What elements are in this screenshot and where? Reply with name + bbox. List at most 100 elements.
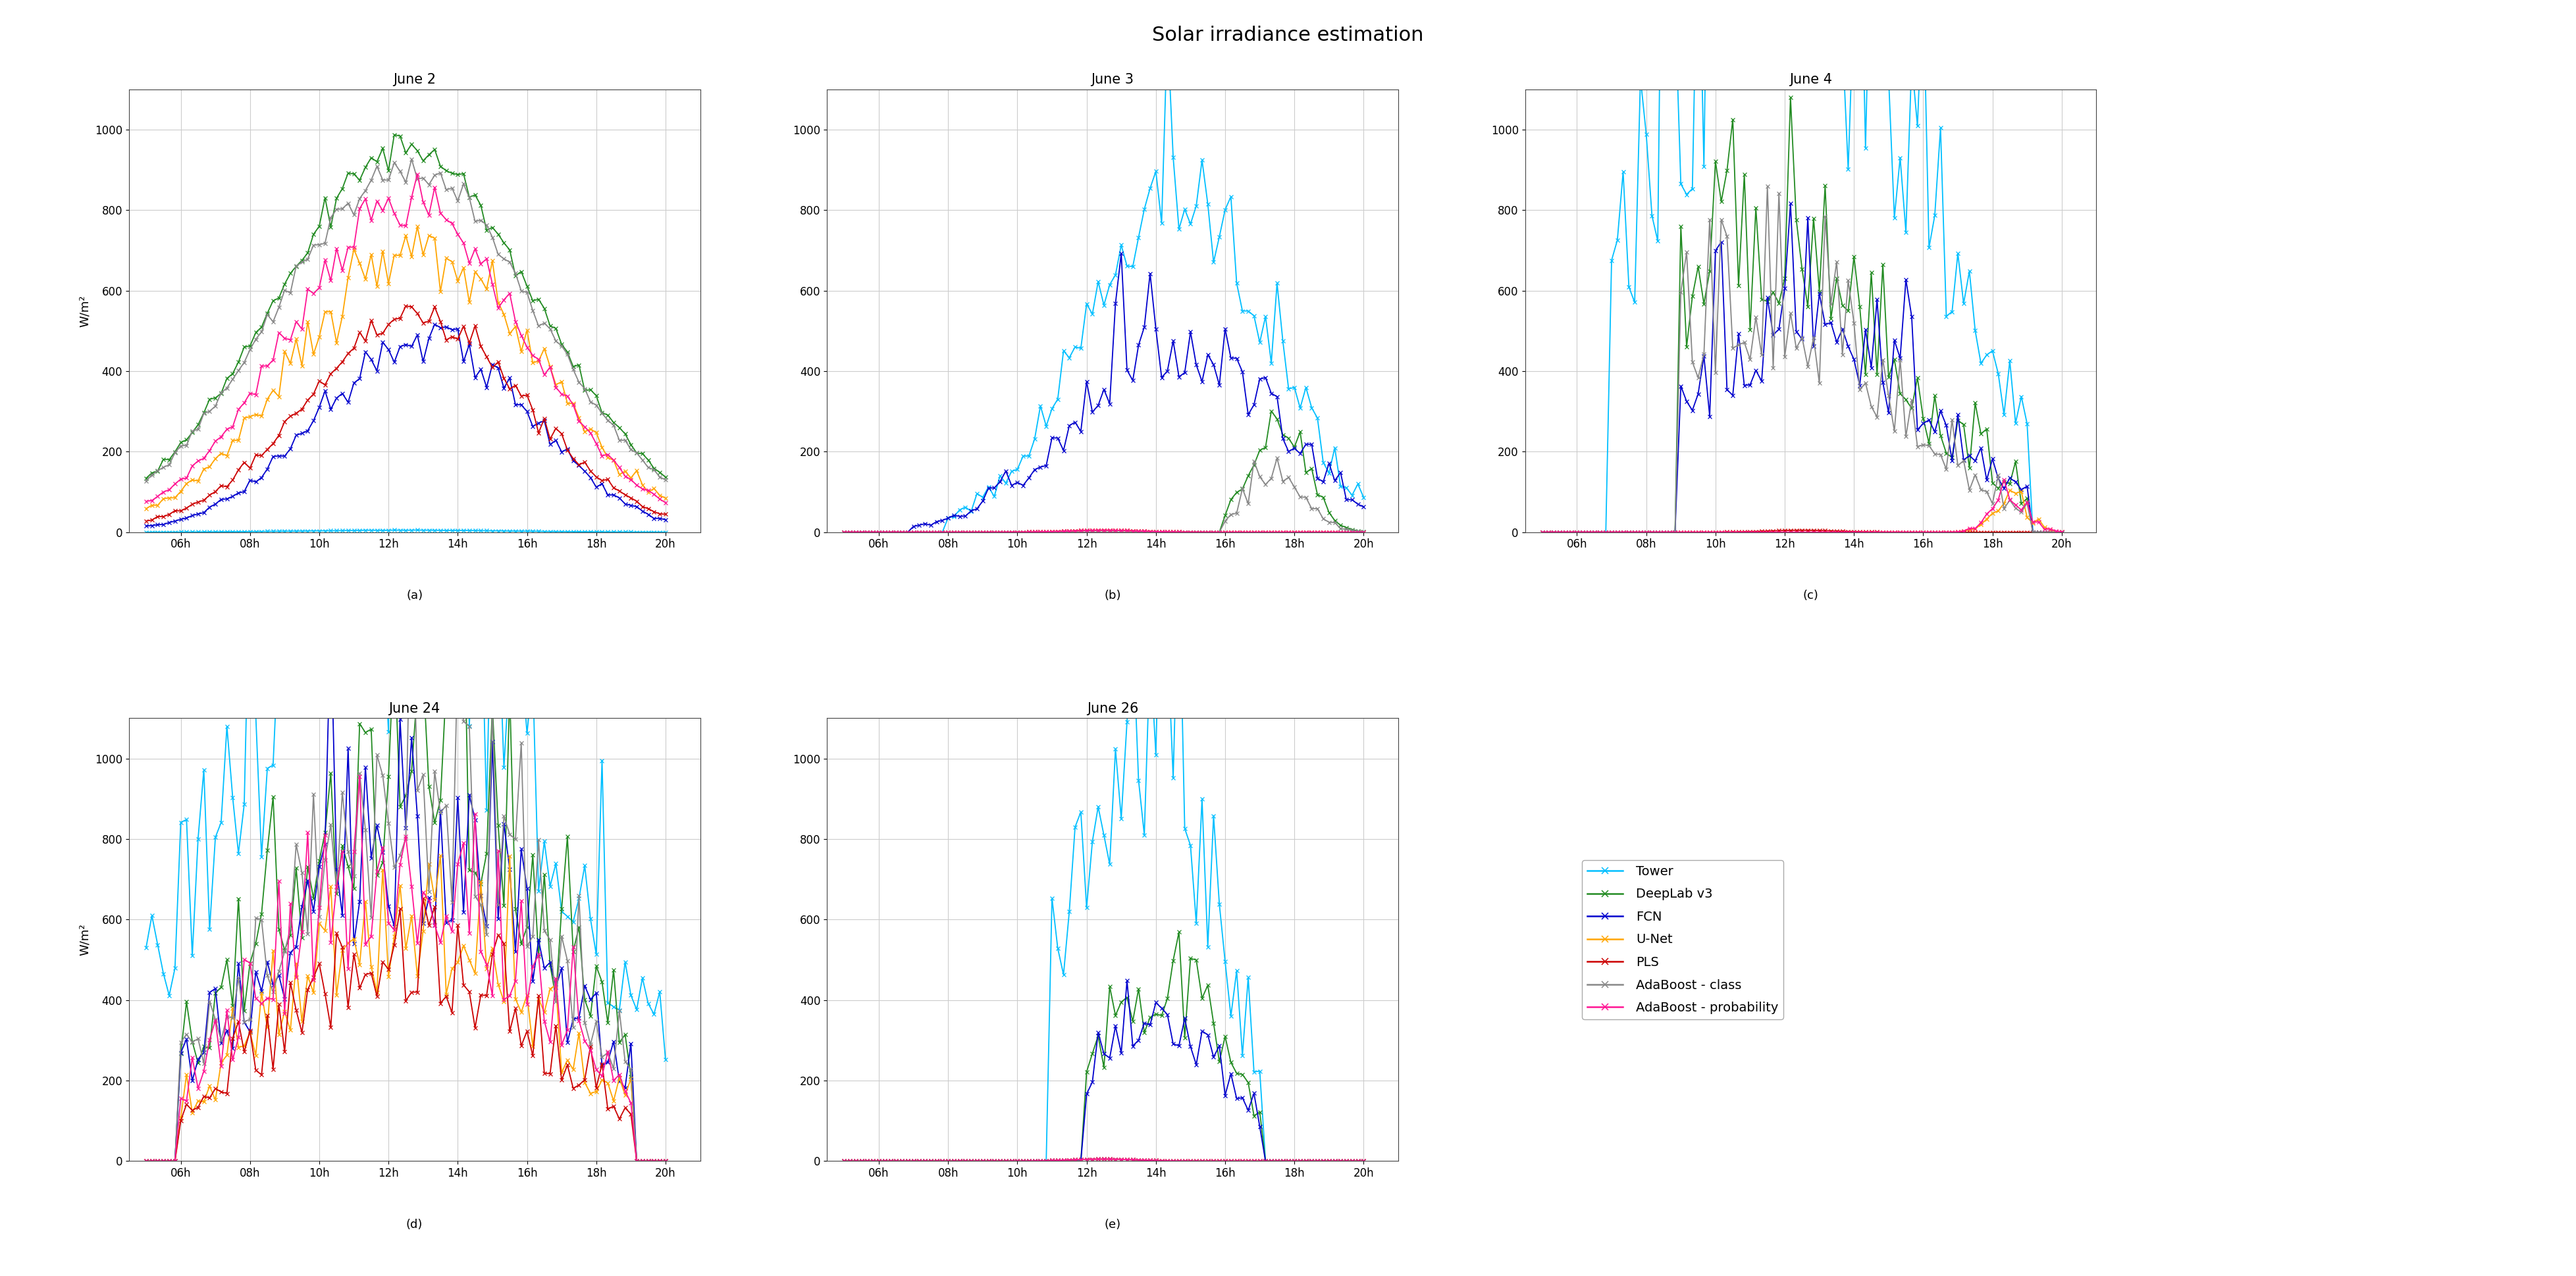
AdaBoost - class — [644, 470, 675, 485]
FCN — [574, 991, 605, 1007]
AdaBoost - probability — [252, 990, 283, 1005]
U-Net — [252, 1020, 283, 1035]
FCN — [263, 967, 294, 983]
DeepLab v3 — [644, 464, 675, 480]
DeepLab v3 — [1273, 430, 1303, 445]
AdaBoost - probability — [131, 1154, 162, 1169]
U-Net — [891, 1154, 922, 1169]
FCN — [1337, 493, 1368, 508]
AdaBoost - probability — [574, 425, 605, 440]
Tower — [1273, 382, 1303, 397]
AdaBoost - probability — [951, 1154, 981, 1169]
AdaBoost - probability — [1589, 524, 1620, 540]
U-Net — [2045, 524, 2076, 540]
PLS — [961, 1154, 992, 1169]
Tower — [644, 524, 675, 540]
U-Net — [1090, 523, 1121, 538]
AdaBoost - class — [891, 524, 922, 540]
PLS — [392, 299, 422, 314]
AdaBoost - class — [829, 524, 860, 540]
U-Net — [1965, 517, 1996, 532]
PLS — [644, 1154, 675, 1169]
FCN — [2040, 524, 2071, 540]
Tower — [193, 524, 224, 540]
AdaBoost - probability — [1649, 524, 1680, 540]
FCN — [1113, 972, 1144, 988]
AdaBoost - probability — [1090, 1151, 1121, 1166]
U-Net — [829, 1154, 860, 1169]
Tower — [891, 1154, 922, 1169]
Line: AdaBoost - class: AdaBoost - class — [842, 1157, 1365, 1162]
DeepLab v3 — [1164, 924, 1195, 939]
FCN — [1273, 1154, 1303, 1169]
AdaBoost - class — [193, 403, 224, 419]
U-Net — [1337, 1154, 1368, 1169]
Line: AdaBoost - probability: AdaBoost - probability — [144, 775, 667, 1162]
Tower — [1151, 20, 1182, 36]
AdaBoost - class — [1589, 524, 1620, 540]
Line: PLS: PLS — [842, 528, 1365, 535]
FCN — [951, 1154, 981, 1169]
Tower — [2045, 524, 2076, 540]
Line: U-Net: U-Net — [842, 528, 1365, 535]
Tower — [1273, 1154, 1303, 1169]
DeepLab v3 — [1337, 522, 1368, 537]
PLS — [1273, 1154, 1303, 1169]
PLS — [1971, 524, 2002, 540]
AdaBoost - probability — [1342, 1154, 1373, 1169]
AdaBoost - probability — [1528, 524, 1558, 540]
DeepLab v3 — [1347, 524, 1378, 540]
Tower — [1528, 524, 1558, 540]
Title: June 3: June 3 — [1092, 73, 1133, 87]
DeepLab v3 — [951, 524, 981, 540]
DeepLab v3 — [1337, 1154, 1368, 1169]
DeepLab v3 — [1659, 524, 1690, 540]
AdaBoost - probability — [829, 1154, 860, 1169]
Line: PLS: PLS — [1540, 528, 2063, 535]
Line: FCN: FCN — [144, 323, 667, 528]
Tower — [829, 1154, 860, 1169]
FCN — [649, 512, 680, 527]
PLS — [891, 1154, 922, 1169]
DeepLab v3 — [193, 392, 224, 407]
AdaBoost - probability — [345, 768, 376, 783]
DeepLab v3 — [2040, 524, 2071, 540]
Line: Tower: Tower — [842, 514, 1365, 1162]
U-Net — [1342, 524, 1373, 540]
FCN — [1775, 195, 1806, 211]
AdaBoost - class — [1273, 1154, 1303, 1169]
AdaBoost - class — [649, 472, 680, 487]
FCN — [1528, 524, 1558, 540]
DeepLab v3 — [252, 306, 283, 322]
AdaBoost - class — [1659, 524, 1690, 540]
U-Net — [1659, 524, 1690, 540]
U-Net — [639, 1154, 670, 1169]
AdaBoost - class — [263, 963, 294, 979]
DeepLab v3 — [193, 1040, 224, 1055]
DeepLab v3 — [448, 567, 479, 582]
AdaBoost - class — [252, 308, 283, 323]
FCN — [961, 501, 992, 517]
Tower — [649, 524, 680, 540]
FCN — [1105, 246, 1136, 262]
AdaBoost - class — [131, 1154, 162, 1169]
U-Net — [1273, 524, 1303, 540]
Tower — [644, 984, 675, 999]
AdaBoost - class — [1347, 1154, 1378, 1169]
AdaBoost - class — [397, 528, 428, 544]
AdaBoost - class — [1342, 523, 1373, 538]
FCN — [2035, 524, 2066, 540]
PLS — [1337, 524, 1368, 540]
U-Net — [2035, 522, 2066, 537]
DeepLab v3 — [829, 1154, 860, 1169]
U-Net — [1347, 524, 1378, 540]
AdaBoost - probability — [1347, 1154, 1378, 1169]
AdaBoost - class — [574, 394, 605, 410]
AdaBoost - class — [1752, 179, 1783, 194]
U-Net — [263, 389, 294, 404]
U-Net — [649, 490, 680, 505]
Tower — [1342, 476, 1373, 491]
Title: June 2: June 2 — [394, 73, 435, 87]
FCN — [639, 510, 670, 526]
PLS — [131, 1154, 162, 1169]
